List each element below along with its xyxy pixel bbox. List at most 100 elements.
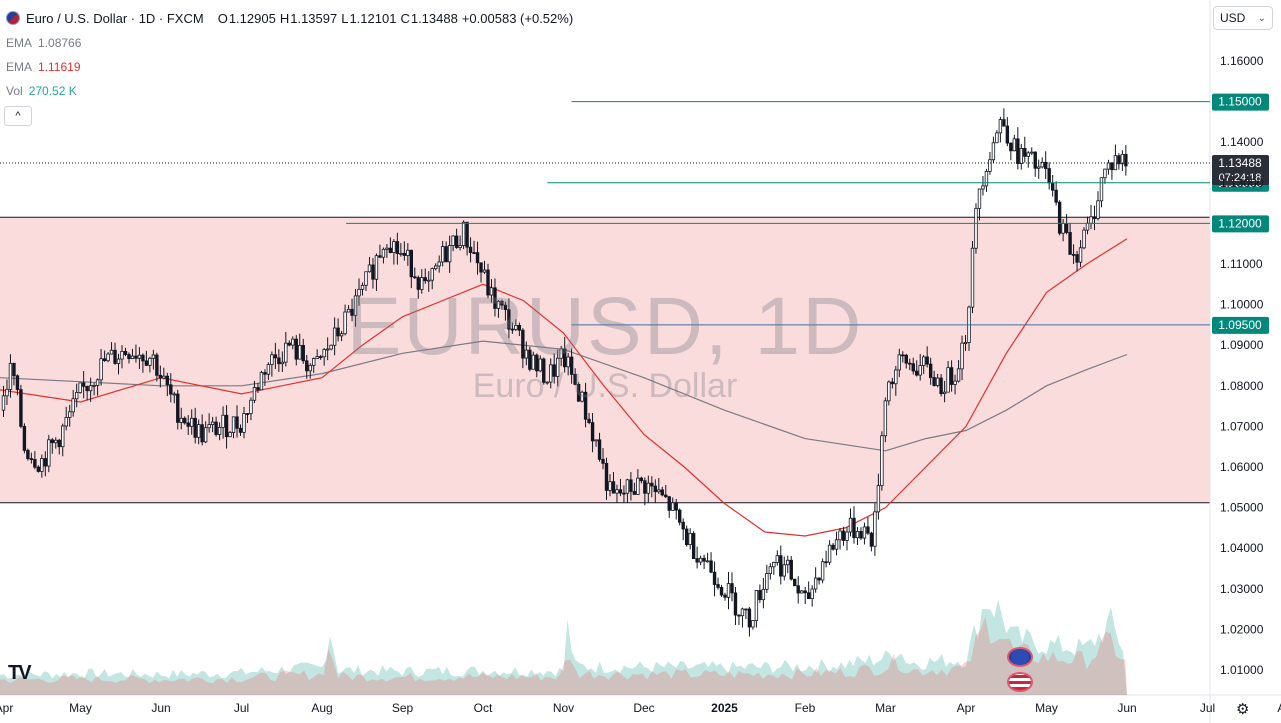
candle [702, 554, 706, 570]
candle [68, 404, 72, 427]
candle [514, 319, 518, 332]
candle [8, 354, 13, 398]
tradingview-logo[interactable]: TV [8, 662, 32, 684]
candle [318, 354, 323, 360]
candle [880, 431, 884, 491]
candle [221, 406, 225, 439]
candle [301, 338, 305, 364]
candle [325, 337, 330, 361]
candle [988, 151, 992, 175]
candle [158, 365, 163, 388]
candle [1012, 134, 1017, 152]
candle [486, 263, 490, 299]
candle [960, 335, 964, 381]
eur-usd-flag-icon [6, 11, 20, 25]
last-price-label: 1.13488 [1218, 156, 1262, 170]
candle [127, 352, 131, 364]
candle [99, 348, 103, 386]
candle [977, 188, 982, 221]
candle [440, 240, 445, 267]
candle [155, 352, 159, 382]
candle [413, 267, 417, 279]
candle [625, 478, 630, 503]
candle [765, 564, 769, 594]
indicator-ema-slow[interactable]: EMA 1.08766 [6, 36, 82, 50]
candle [238, 424, 243, 436]
candle [552, 353, 556, 384]
ohlc-high: H1.13597 [279, 10, 338, 26]
candle [507, 298, 511, 339]
candle [381, 247, 386, 264]
ema-fast-line [0, 238, 1128, 537]
candle [646, 475, 651, 503]
volume-area-down [0, 616, 1127, 695]
candle [22, 423, 27, 454]
candle [249, 397, 253, 421]
candle [454, 228, 459, 249]
candle [64, 406, 68, 431]
candle [740, 607, 745, 628]
candle [186, 415, 190, 435]
candle [925, 346, 929, 368]
candle [963, 335, 968, 351]
candle [1110, 162, 1114, 180]
candle [545, 381, 549, 385]
candle [953, 374, 957, 395]
candle [346, 305, 351, 313]
candle [210, 416, 215, 433]
candle [339, 330, 344, 342]
currency-value: USD [1220, 11, 1246, 25]
candle [1106, 159, 1111, 175]
candle [395, 232, 400, 265]
candle [678, 508, 682, 526]
candle [618, 478, 623, 497]
candle [859, 527, 863, 540]
candle [580, 390, 584, 403]
candle [343, 304, 347, 336]
candle [305, 354, 309, 379]
candle [521, 328, 525, 369]
candle [601, 448, 605, 470]
candle [517, 322, 522, 337]
symbol-header: Euro / U.S. Dollar · 1D · FXCM O1.12905 … [6, 9, 573, 27]
candle [273, 342, 278, 370]
candle [1120, 150, 1125, 172]
candle [1113, 144, 1118, 171]
currency-select[interactable]: USD ⌄ [1213, 6, 1273, 30]
candle [737, 614, 741, 626]
candle [1057, 200, 1062, 236]
candle [747, 606, 752, 637]
candle [217, 422, 222, 441]
indicator-volume[interactable]: Vol 270.52 K [6, 84, 77, 98]
x-tick-label: May [1035, 701, 1058, 715]
candle [207, 413, 211, 433]
y-tick-label: 1.10000 [1220, 298, 1264, 312]
candle [374, 253, 379, 291]
candle [315, 349, 319, 360]
candle [901, 351, 905, 363]
settings-icon[interactable]: ⚙ [1236, 701, 1250, 718]
eu-event-icon[interactable] [1007, 647, 1033, 667]
candle [632, 482, 637, 495]
candle [294, 335, 298, 366]
candle [416, 275, 420, 299]
candle [85, 385, 89, 401]
collapse-indicators-button[interactable]: ^ [4, 106, 32, 126]
candle [970, 240, 975, 314]
candle [141, 353, 145, 373]
candle [88, 377, 93, 402]
candle [1002, 108, 1006, 127]
candle [761, 577, 766, 609]
candle [855, 526, 860, 546]
candle [371, 257, 375, 289]
us-event-icon[interactable] [1007, 672, 1033, 692]
indicator-ema-fast[interactable]: EMA 1.11619 [6, 60, 81, 74]
candle [266, 362, 271, 381]
candle [40, 454, 44, 478]
candle [357, 278, 361, 306]
symbol-title[interactable]: Euro / U.S. Dollar · 1D · FXCM [26, 10, 204, 26]
ohlc-low: L1.12101 [341, 10, 397, 26]
candle [723, 592, 727, 601]
candle [231, 416, 236, 439]
